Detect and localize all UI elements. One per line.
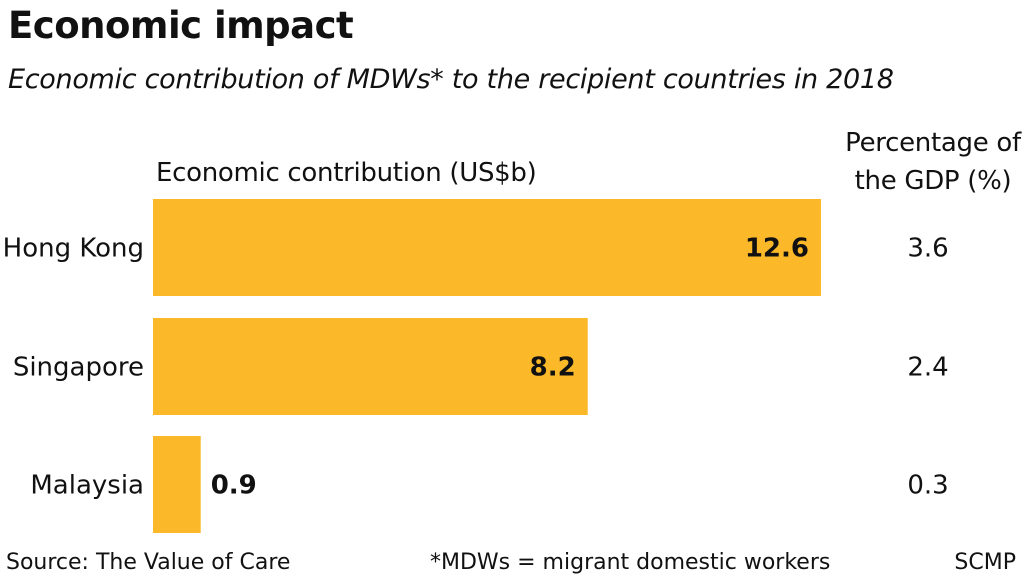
category-label-malaysia: Malaysia (30, 471, 144, 501)
footnote: *MDWs = migrant domestic workers (430, 550, 831, 575)
percent-column-header: Percentage of the GDP (%) (838, 124, 1024, 200)
credit: SCMP (954, 550, 1016, 575)
percent-label-malaysia: 0.3 (907, 471, 948, 501)
percent-header-line-1: Percentage of (845, 128, 1021, 158)
value-label-malaysia: 0.9 (211, 471, 257, 501)
percent-label-singapore: 2.4 (907, 353, 948, 383)
category-label-hong-kong: Hong Kong (3, 234, 144, 264)
source-note: Source: The Value of Care (6, 550, 291, 575)
bar-malaysia (153, 436, 201, 533)
percent-header-line-2: the GDP (%) (854, 166, 1012, 196)
chart-subtitle: Economic contribution of MDWs* to the re… (8, 64, 894, 95)
value-axis-label: Economic contribution (US$b) (156, 158, 537, 188)
bar-hong-kong (153, 199, 821, 296)
value-label-hong-kong: 12.6 (745, 234, 809, 264)
bar-singapore (153, 318, 588, 415)
percent-label-hong-kong: 3.6 (907, 234, 948, 264)
chart-title: Economic impact (8, 4, 354, 47)
category-label-singapore: Singapore (13, 353, 144, 383)
value-label-singapore: 8.2 (530, 353, 576, 383)
